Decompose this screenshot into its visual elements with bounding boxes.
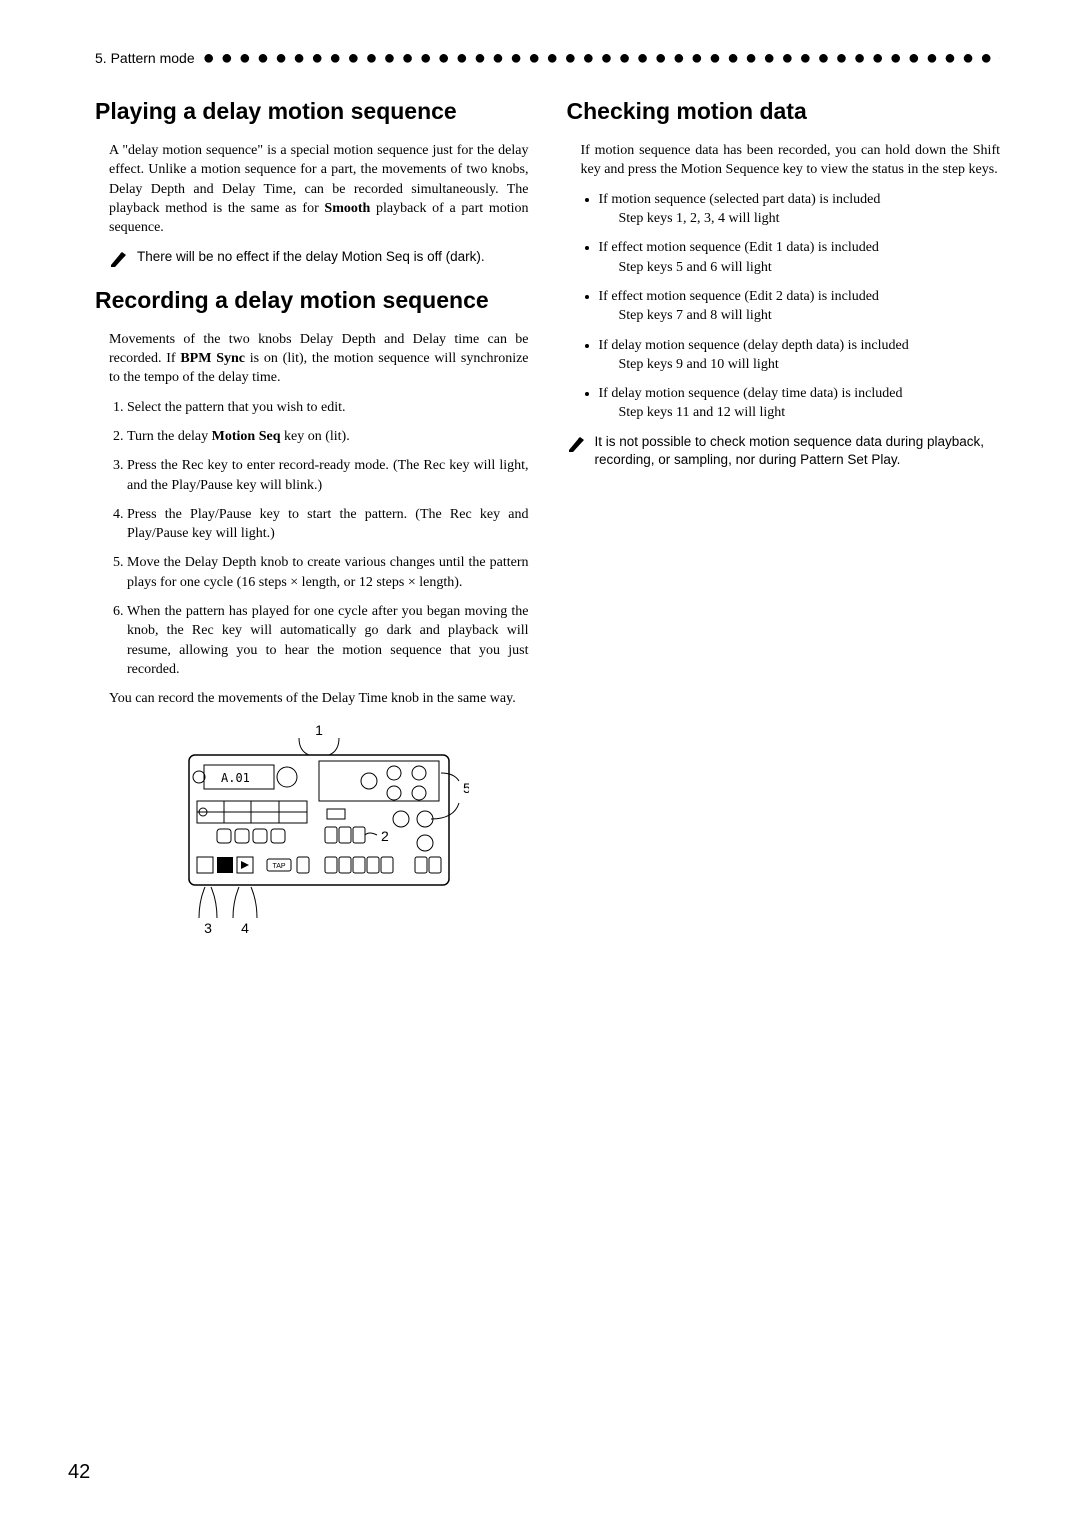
list-item: If motion sequence (selected part data) …	[599, 190, 1001, 229]
steps-list: Select the pattern that you wish to edit…	[109, 398, 529, 680]
text-bold: Smooth	[324, 201, 370, 216]
text: If effect motion sequence (Edit 1 data) …	[599, 240, 879, 255]
callout-3: 3	[204, 920, 212, 936]
columns: Playing a delay motion sequence A "delay…	[95, 86, 1000, 948]
list-item: Press the Rec key to enter record-ready …	[127, 456, 529, 495]
note-playing: There will be no effect if the delay Mot…	[109, 248, 529, 273]
text-sub: Step keys 5 and 6 will light	[619, 258, 1001, 277]
text: If motion sequence (selected part data) …	[599, 192, 881, 207]
callout-4: 4	[241, 920, 249, 936]
text: Select the pattern that you wish to edit…	[127, 400, 346, 415]
page-number: 42	[68, 1461, 90, 1484]
list-item: If effect motion sequence (Edit 2 data) …	[599, 287, 1001, 326]
left-column: Playing a delay motion sequence A "delay…	[95, 86, 529, 948]
para-recording-outro: You can record the movements of the Dela…	[109, 689, 529, 708]
para-checking-intro: If motion sequence data has been recorde…	[581, 141, 1001, 180]
text-sub: Step keys 7 and 8 will light	[619, 306, 1001, 325]
list-item: If delay motion sequence (delay depth da…	[599, 336, 1001, 375]
list-item: If delay motion sequence (delay time dat…	[599, 384, 1001, 423]
pencil-icon	[109, 250, 129, 273]
header-label: 5. Pattern mode	[95, 50, 195, 66]
list-item: Select the pattern that you wish to edit…	[127, 398, 529, 417]
note-text: There will be no effect if the delay Mot…	[137, 248, 485, 266]
text: Turn the delay Motion Seq key on (lit).	[127, 429, 350, 444]
para-recording-intro: Movements of the two knobs Delay Depth a…	[109, 330, 529, 388]
list-item: If effect motion sequence (Edit 1 data) …	[599, 238, 1001, 277]
text-bold: BPM Sync	[180, 351, 245, 366]
header-dots: ●●●●●●●●●●●●●●●●●●●●●●●●●●●●●●●●●●●●●●●●…	[203, 52, 1000, 64]
text: Press the Play/Pause key to start the pa…	[127, 507, 529, 541]
text: If delay motion sequence (delay time dat…	[599, 386, 903, 401]
heading-recording: Recording a delay motion sequence	[95, 285, 529, 316]
text: Press the Rec key to enter record-ready …	[127, 458, 529, 492]
text: If effect motion sequence (Edit 2 data) …	[599, 289, 879, 304]
right-column: Checking motion data If motion sequence …	[567, 86, 1001, 948]
list-item: When the pattern has played for one cycl…	[127, 602, 529, 679]
page: 5. Pattern mode ●●●●●●●●●●●●●●●●●●●●●●●●…	[0, 0, 1080, 1528]
list-item: Press the Play/Pause key to start the pa…	[127, 505, 529, 544]
callout-5: 5	[463, 780, 469, 796]
svg-text:TAP: TAP	[272, 863, 285, 870]
para-playing-intro: A "delay motion sequence" is a special m…	[109, 141, 529, 238]
heading-checking: Checking motion data	[567, 96, 1001, 127]
callout-2: 2	[381, 828, 389, 844]
text-sub: Step keys 11 and 12 will light	[619, 403, 1001, 422]
note-text: It is not possible to check motion seque…	[595, 433, 1001, 469]
text: Move the Delay Depth knob to create vari…	[127, 555, 529, 589]
text-sub: Step keys 1, 2, 3, 4 will light	[619, 209, 1001, 228]
header: 5. Pattern mode ●●●●●●●●●●●●●●●●●●●●●●●●…	[95, 50, 1000, 66]
callout-1: 1	[315, 723, 323, 738]
list-item: Move the Delay Depth knob to create vari…	[127, 553, 529, 592]
bullets-list: If motion sequence (selected part data) …	[581, 190, 1001, 423]
text: If delay motion sequence (delay depth da…	[599, 338, 909, 353]
text: When the pattern has played for one cycl…	[127, 604, 529, 677]
pencil-icon	[567, 435, 587, 458]
text-sub: Step keys 9 and 10 will light	[619, 355, 1001, 374]
list-item: Turn the delay Motion Seq key on (lit).	[127, 427, 529, 446]
note-checking: It is not possible to check motion seque…	[567, 433, 1001, 469]
device-illustration: 1 A.01	[169, 723, 469, 948]
heading-playing: Playing a delay motion sequence	[95, 96, 529, 127]
svg-text:A.01: A.01	[221, 771, 250, 785]
